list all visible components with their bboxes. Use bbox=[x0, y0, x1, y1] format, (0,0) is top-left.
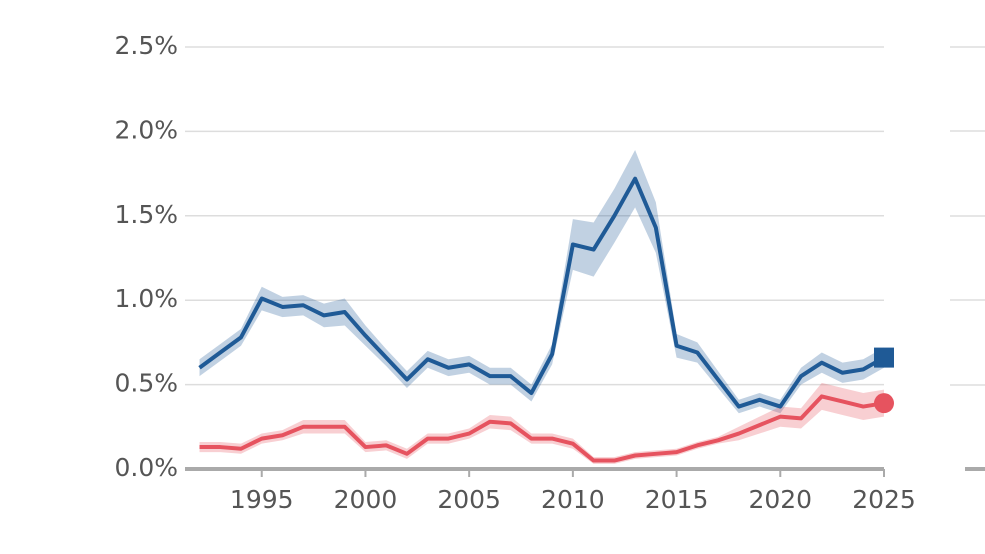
y-tick-label: 0.5% bbox=[114, 369, 178, 398]
x-tick-label: 2000 bbox=[334, 485, 398, 514]
x-tick-label: 2015 bbox=[645, 485, 709, 514]
y-tick-label: 2.5% bbox=[114, 31, 178, 60]
end-marker bbox=[874, 393, 894, 414]
y-tick-label: 0.0% bbox=[114, 453, 178, 482]
x-tick-label: 2020 bbox=[748, 485, 812, 514]
y-tick-label: 2.0% bbox=[114, 115, 178, 144]
x-tick-label: 1995 bbox=[230, 485, 294, 514]
uncertainty-band bbox=[199, 149, 884, 414]
x-tick-label: 2005 bbox=[437, 485, 501, 514]
uncertainty-band bbox=[199, 382, 884, 464]
series-line bbox=[199, 394, 885, 463]
y-tick-label: 1.5% bbox=[114, 200, 178, 229]
y-tick-label: 1.0% bbox=[114, 284, 178, 313]
series-line bbox=[198, 176, 885, 409]
x-tick-label: 2010 bbox=[541, 485, 605, 514]
end-marker bbox=[874, 347, 894, 368]
x-tick-label: 2025 bbox=[852, 485, 916, 514]
